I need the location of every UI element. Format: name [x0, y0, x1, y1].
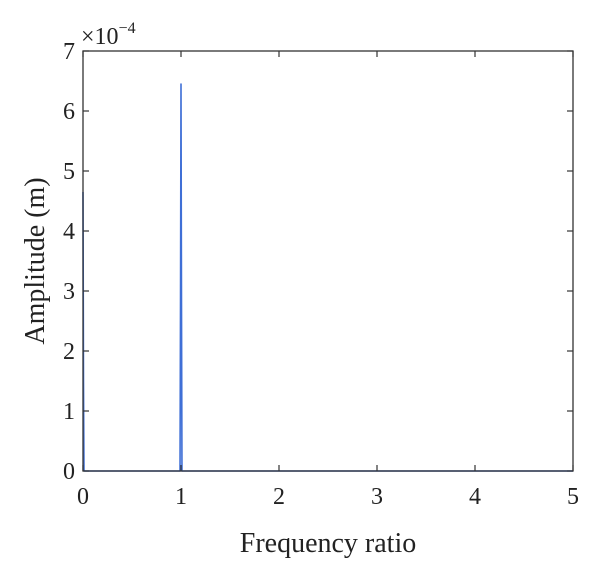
y-axis-multiplier-base: ×10: [81, 24, 119, 50]
y-tick-label: 1: [63, 399, 75, 425]
x-tick-label: 5: [567, 484, 579, 510]
y-tick-label: 6: [63, 99, 75, 125]
y-tick-label: 0: [63, 459, 75, 485]
axis-ticks: [82, 50, 574, 472]
y-axis-multiplier: ×10−4: [81, 20, 136, 50]
axes-box: [82, 50, 574, 472]
y-tick-label: 4: [63, 219, 75, 245]
y-tick-label: 2: [63, 339, 75, 365]
x-tick-label: 3: [371, 484, 383, 510]
x-tick-label: 4: [469, 484, 481, 510]
y-axis-multiplier-exponent: −4: [119, 20, 136, 37]
y-tick-label: 5: [63, 159, 75, 185]
x-tick-label: 2: [273, 484, 285, 510]
y-tick-label: 7: [63, 39, 75, 65]
y-axis-title: Amplitude (m): [20, 177, 51, 344]
x-tick-label: 1: [175, 484, 187, 510]
y-tick-label: 3: [63, 279, 75, 305]
y-tick-labels: 0 1 2 3 4 5 6 7: [63, 39, 75, 485]
x-tick-labels: 0 1 2 3 4 5: [77, 484, 579, 510]
x-axis-title: Frequency ratio: [240, 528, 417, 559]
x-tick-label: 0: [77, 484, 89, 510]
